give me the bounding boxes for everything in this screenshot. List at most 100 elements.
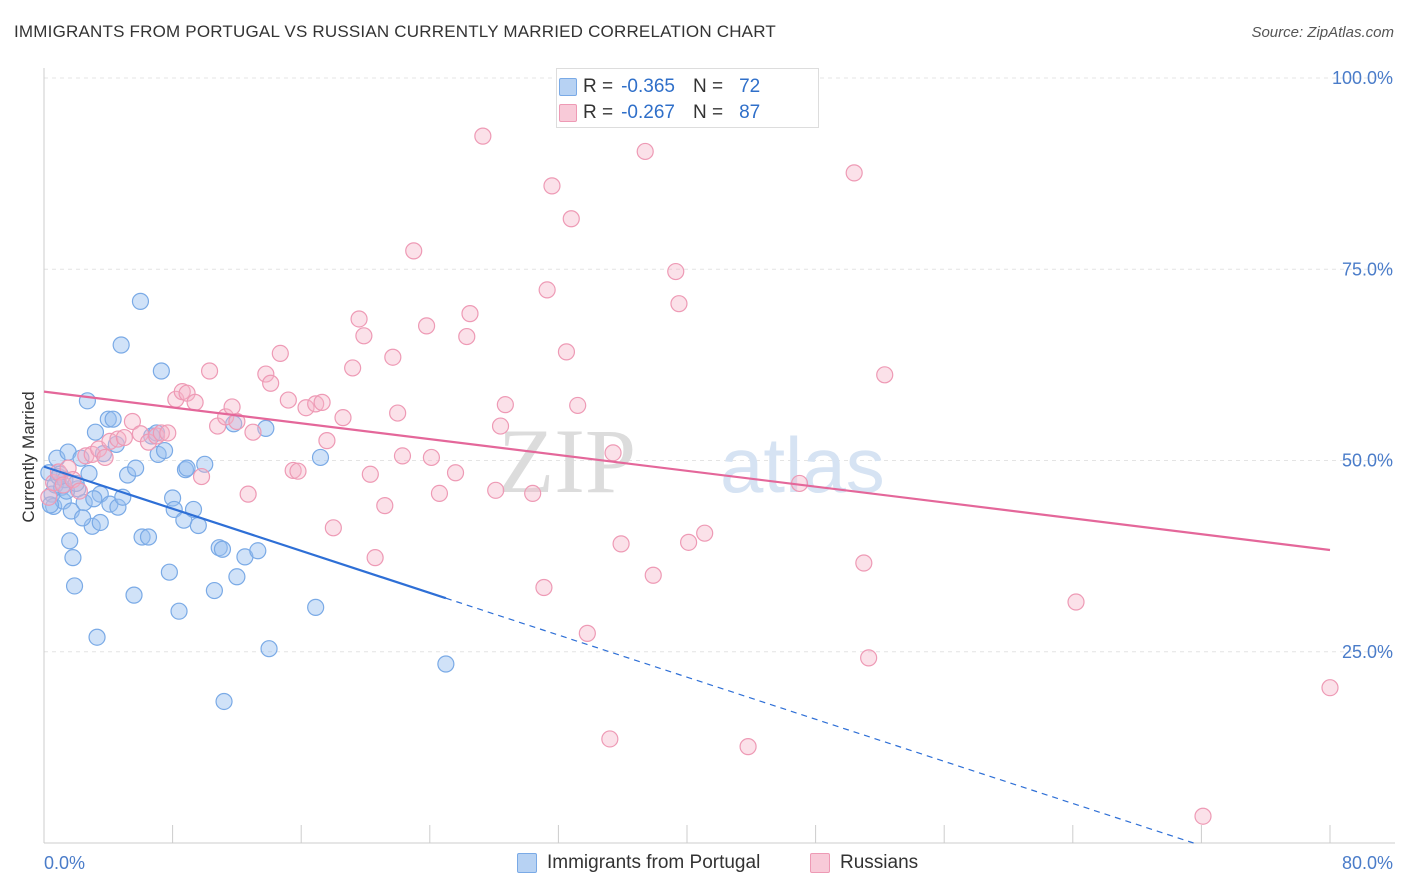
data-point <box>535 578 553 597</box>
data-point <box>159 424 177 442</box>
data-point <box>855 554 873 572</box>
data-point <box>297 399 315 417</box>
legend-label-portugal: Immigrants from Portugal <box>547 852 761 873</box>
series-russians <box>40 127 1339 825</box>
data-point <box>670 295 688 313</box>
data-point <box>109 498 127 516</box>
data-point <box>279 391 297 409</box>
data-point <box>524 484 542 502</box>
data-point <box>422 448 441 467</box>
legend-swatch-russians <box>810 853 830 873</box>
trend-line <box>43 390 1331 552</box>
data-point <box>104 410 122 428</box>
data-point <box>458 327 476 346</box>
data-point <box>860 649 878 667</box>
data-point <box>64 549 82 567</box>
legend-n-label: N = <box>692 76 724 97</box>
data-point <box>123 412 142 431</box>
legend-item-russians[interactable]: Russians <box>810 852 918 874</box>
data-point <box>284 461 302 480</box>
legend-label-russians: Russians <box>840 852 919 873</box>
data-point <box>205 581 223 600</box>
data-point <box>569 396 587 415</box>
data-point <box>334 409 352 427</box>
data-point <box>152 362 170 380</box>
data-point <box>91 513 109 532</box>
data-point <box>474 127 492 145</box>
legend-item-portugal[interactable]: Immigrants from Portugal <box>517 852 760 874</box>
data-point <box>376 497 394 515</box>
trend-line <box>43 465 447 600</box>
data-point <box>147 427 166 445</box>
legend-r-label: R = <box>583 102 614 123</box>
data-point <box>739 738 757 756</box>
data-point <box>355 327 373 345</box>
data-point <box>170 602 188 620</box>
data-point <box>257 365 275 383</box>
data-point <box>543 177 561 195</box>
data-point <box>99 410 117 428</box>
data-point <box>115 428 133 447</box>
trend-line-extension <box>445 597 1194 844</box>
data-point <box>73 509 92 527</box>
axes <box>43 68 1395 844</box>
stats-legend: R = -0.365 N = 72 R = -0.267 N = 87 <box>556 68 819 128</box>
watermark: ZIP atlas <box>498 410 885 512</box>
x-tick-label: 0.0% <box>44 853 85 873</box>
data-point <box>876 366 894 384</box>
data-point <box>86 423 105 441</box>
data-point <box>366 549 384 567</box>
data-point <box>260 640 278 658</box>
data-point <box>271 344 289 362</box>
data-point <box>85 490 103 508</box>
data-point <box>430 484 449 502</box>
watermark-atlas: atlas <box>720 421 885 509</box>
y-tick-label: 75.0% <box>1342 259 1393 279</box>
legend-swatch-portugal <box>559 78 577 96</box>
data-point <box>350 310 368 328</box>
data-point <box>491 417 510 435</box>
data-point <box>437 655 455 673</box>
legend-swatch-russians <box>559 104 577 122</box>
data-point <box>1067 593 1085 611</box>
data-point <box>696 524 714 542</box>
y-tick-label: 100.0% <box>1332 68 1393 88</box>
data-point <box>186 393 204 411</box>
data-point <box>538 281 556 299</box>
data-point <box>461 305 479 323</box>
data-point <box>417 317 436 335</box>
data-point <box>324 519 342 537</box>
data-point <box>223 398 241 416</box>
data-point <box>155 441 174 460</box>
data-point <box>644 566 662 584</box>
data-point <box>54 476 72 494</box>
data-point <box>257 419 275 437</box>
trend-lines <box>43 390 1331 844</box>
data-point <box>65 577 84 595</box>
data-point <box>239 485 257 503</box>
data-point <box>262 374 280 392</box>
legend-row-portugal: R = -0.365 N = 72 <box>559 75 760 99</box>
data-point <box>109 430 127 448</box>
data-point <box>112 336 130 354</box>
data-point <box>384 348 402 366</box>
grid-lines <box>44 77 1395 653</box>
data-point <box>393 447 412 465</box>
data-point <box>680 533 698 551</box>
data-point <box>1194 807 1212 825</box>
legend-n-value: 87 <box>739 102 761 123</box>
data-point <box>307 395 325 413</box>
x-tick-label: 80.0% <box>1342 853 1393 873</box>
data-point <box>496 396 514 414</box>
data-point <box>601 730 619 748</box>
data-point <box>160 563 178 581</box>
data-point <box>289 462 307 480</box>
data-point <box>200 362 219 380</box>
data-points <box>40 127 1339 825</box>
data-point <box>125 586 143 604</box>
data-point <box>215 692 233 711</box>
data-point <box>389 404 407 422</box>
data-point <box>307 598 325 616</box>
legend-row-russians: R = -0.267 N = 87 <box>559 101 761 125</box>
